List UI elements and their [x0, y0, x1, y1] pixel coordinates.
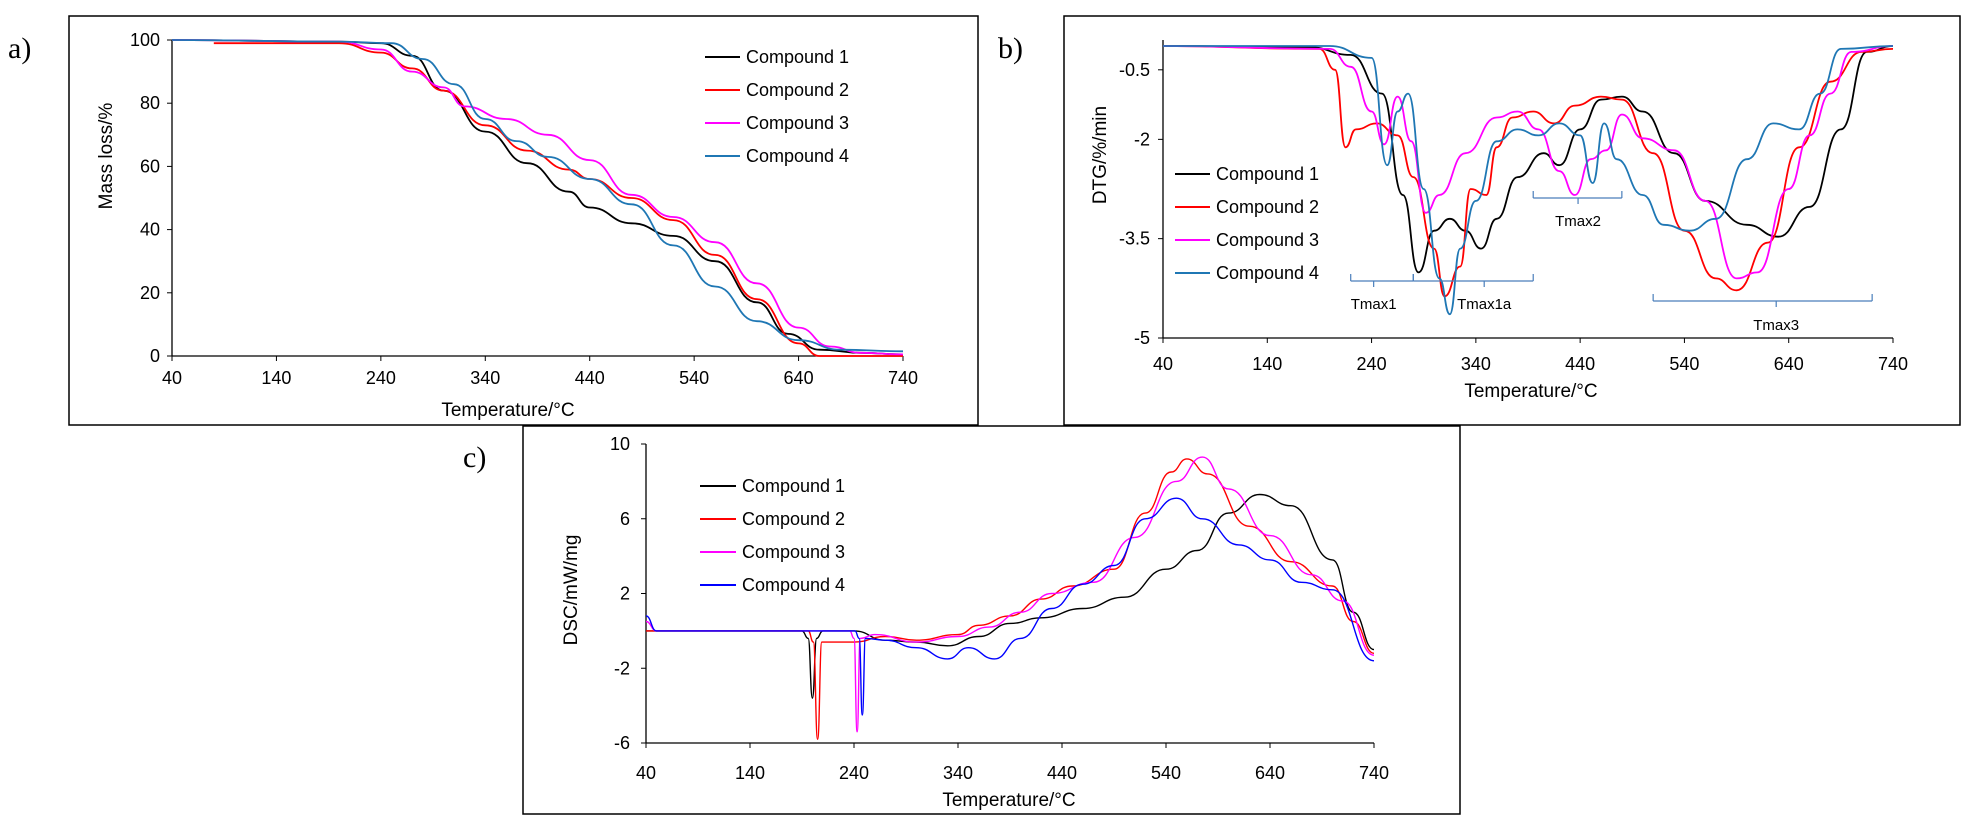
x-tick-label: 340 [470, 368, 500, 388]
x-tick-label: 40 [1153, 354, 1173, 374]
series-line-4 [1163, 45, 1894, 316]
y-tick-label: -5 [1134, 328, 1150, 348]
x-tick-label: 40 [162, 368, 182, 388]
x-tick-label: 740 [888, 368, 918, 388]
x-tick-label: 140 [735, 763, 765, 783]
chart-a-ylabel: Mass loss/% [96, 103, 117, 210]
legend-label-3: Compound 3 [742, 542, 845, 562]
x-tick-label: 340 [1461, 354, 1491, 374]
x-tick-label: 340 [943, 763, 973, 783]
x-tick-label: 540 [1669, 354, 1699, 374]
chart-b-plot: 40 140 240 340 440 540 640 740 -0.5 -2 -3.5 -5 Compo… [1119, 40, 1908, 374]
y-tick-label: 40 [140, 220, 160, 240]
x-tick-label: 640 [1774, 354, 1804, 374]
legend-label-4: Compound 4 [746, 146, 849, 166]
x-tick-label: 140 [1252, 354, 1282, 374]
series-line-1 [1162, 45, 1894, 274]
series-line-3 [645, 456, 1375, 733]
panel-b: b) 40 140 240 340 440 540 640 740 -0.5 -2 -3.5 -5 Co… [998, 15, 1961, 426]
series-line-1 [171, 39, 904, 356]
x-tick-label: 540 [1151, 763, 1181, 783]
legend-label-2: Compound 2 [742, 509, 845, 529]
x-tick-label: 640 [784, 368, 814, 388]
y-tick-label: -2 [1134, 129, 1150, 149]
panel-b-letter: b) [998, 32, 1023, 65]
y-tick-label: 60 [140, 156, 160, 176]
y-tick-label: -6 [614, 733, 630, 753]
x-tick-label: 240 [1357, 354, 1387, 374]
y-tick-label: 0 [150, 346, 160, 366]
annotation-label: Tmax3 [1753, 317, 1799, 334]
panel-a-frame [68, 15, 979, 426]
annotation-label: Tmax1 [1351, 296, 1397, 313]
y-tick-label: 20 [140, 283, 160, 303]
panel-c-letter: c) [463, 441, 486, 474]
legend-label-1: Compound 1 [1216, 164, 1319, 184]
y-tick-label: -3.5 [1119, 229, 1150, 249]
panel-c-frame [522, 425, 1461, 815]
series-line-3 [1162, 45, 1894, 280]
x-tick-label: 440 [1047, 763, 1077, 783]
panel-a-letter: a) [8, 32, 31, 65]
series-line-2 [213, 42, 903, 357]
series-line-1 [646, 493, 1375, 699]
legend-label-3: Compound 3 [746, 113, 849, 133]
x-tick-label: 140 [261, 368, 291, 388]
x-tick-label: 740 [1878, 354, 1908, 374]
legend-label-3: Compound 3 [1216, 230, 1319, 250]
legend-label-2: Compound 2 [746, 80, 849, 100]
series-line-3 [171, 39, 904, 356]
y-tick-label: 100 [130, 30, 160, 50]
x-tick-label: 640 [1255, 763, 1285, 783]
chart-a-plot: 40 140 240 340 440 540 640 740 0 20 40 60 80 100 Compo… [130, 30, 918, 388]
chart-c-xlabel: Temperature/°C [942, 790, 1075, 811]
y-tick-label: 80 [140, 93, 160, 113]
chart-c-plot: 40 140 240 340 440 540 640 740 -6 -2 2 6 10 Compound … [610, 434, 1389, 783]
x-tick-label: 40 [636, 763, 656, 783]
y-tick-label: 6 [620, 509, 630, 529]
legend-label-4: Compound 4 [1216, 263, 1319, 283]
y-tick-label: -0.5 [1119, 60, 1150, 80]
x-tick-label: 440 [1565, 354, 1595, 374]
panel-b-frame [1063, 15, 1961, 426]
x-tick-label: 440 [575, 368, 605, 388]
chart-a-xlabel: Temperature/°C [441, 400, 574, 421]
series-line-4 [645, 497, 1375, 716]
legend-label-2: Compound 2 [1216, 197, 1319, 217]
x-tick-label: 740 [1359, 763, 1389, 783]
series-line-4 [171, 39, 904, 353]
x-tick-label: 240 [839, 763, 869, 783]
y-tick-label: 2 [620, 584, 630, 604]
chart-b-ylabel: DTG/%/min [1090, 106, 1111, 204]
annotation-label: Tmax2 [1555, 213, 1601, 230]
chart-b-xlabel: Temperature/°C [1464, 381, 1597, 402]
legend-label-1: Compound 1 [742, 476, 845, 496]
panel-a: a) 40 140 240 340 440 540 640 740 0 20 40 60 80 100 Co… [8, 15, 979, 426]
series-line-2 [646, 458, 1375, 741]
x-tick-label: 240 [366, 368, 396, 388]
series-line-2 [1162, 45, 1894, 298]
y-tick-label: 10 [610, 434, 630, 454]
x-tick-label: 540 [679, 368, 709, 388]
panel-c: c) 40 140 240 340 440 540 640 740 -6 -2 2 6 10 Compou… [463, 425, 1461, 815]
legend-label-4: Compound 4 [742, 575, 845, 595]
y-tick-label: -2 [614, 658, 630, 678]
annotation-label: Tmax1a [1457, 296, 1512, 313]
legend-label-1: Compound 1 [746, 47, 849, 67]
chart-c-ylabel: DSC/mW/mg [561, 535, 582, 646]
